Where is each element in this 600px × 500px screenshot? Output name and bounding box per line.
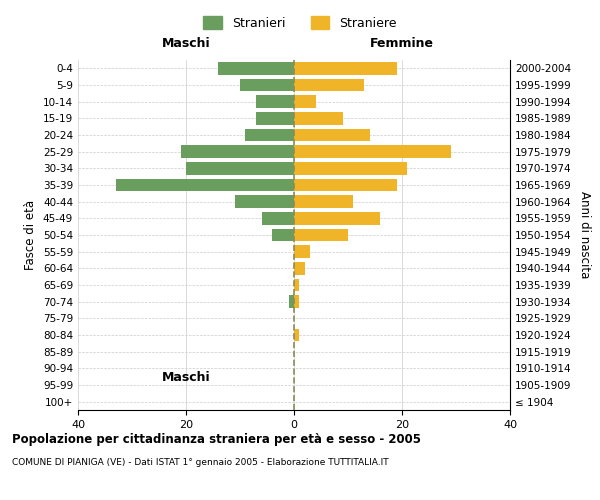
Bar [240,79,294,92]
Text: COMUNE DI PIANIGA (VE) - Dati ISTAT 1° gennaio 2005 - Elaborazione TUTTITALIA.IT: COMUNE DI PIANIGA (VE) - Dati ISTAT 1° g… [12,458,389,467]
Bar [262,212,294,224]
Bar [235,196,294,208]
Bar [294,129,370,141]
Legend: Stranieri, Straniere: Stranieri, Straniere [198,11,402,35]
Bar [245,129,294,141]
Bar [294,329,299,341]
Bar [186,162,294,174]
Text: Maschi: Maschi [161,372,211,384]
Bar [116,179,294,192]
Bar [272,229,294,241]
Bar [294,79,364,92]
Bar [294,296,299,308]
Bar [294,62,397,74]
Bar [294,229,348,241]
Bar [294,112,343,124]
Bar [294,196,353,208]
Text: Femmine: Femmine [370,37,434,50]
Bar [294,262,305,274]
Bar [289,296,294,308]
Bar [294,179,397,192]
Bar [294,162,407,174]
Bar [294,279,299,291]
Y-axis label: Anni di nascita: Anni di nascita [578,192,591,278]
Text: Popolazione per cittadinanza straniera per età e sesso - 2005: Popolazione per cittadinanza straniera p… [12,432,421,446]
Bar [256,112,294,124]
Bar [256,96,294,108]
Bar [218,62,294,74]
Bar [294,246,310,258]
Bar [294,96,316,108]
Y-axis label: Fasce di età: Fasce di età [25,200,37,270]
Bar [181,146,294,158]
Text: Maschi: Maschi [161,37,211,50]
Bar [294,212,380,224]
Bar [294,146,451,158]
